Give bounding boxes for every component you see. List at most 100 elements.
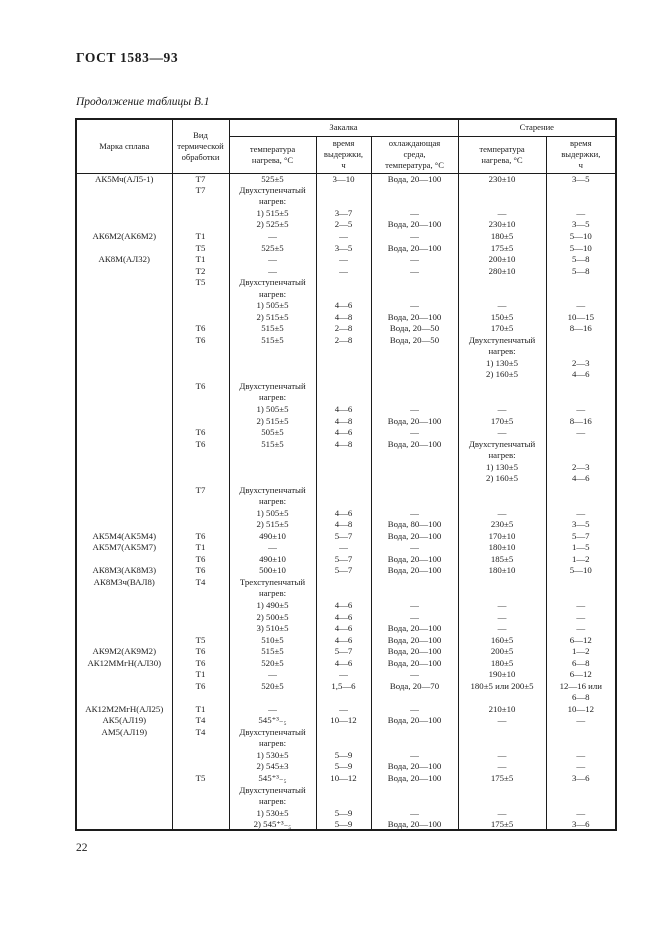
cell (75, 495, 173, 508)
cell (75, 415, 173, 427)
cell: Вода, 20—100 (370, 714, 459, 727)
cell (457, 276, 547, 289)
header-sub-row: температура нагрева, °С время выдержки, … (76, 135, 617, 174)
cell: АК8М(АЛ32) (75, 253, 173, 266)
cell: — (457, 507, 547, 519)
cell (171, 219, 230, 231)
cell: 3—5 (315, 242, 372, 254)
cell: — (315, 253, 372, 266)
cell (315, 449, 372, 462)
cell (75, 334, 173, 346)
cell: 5—7 (315, 530, 372, 542)
cell: Т6 (171, 657, 230, 669)
cell (545, 495, 617, 508)
cell (315, 738, 372, 750)
cell: 6—12 (545, 668, 617, 681)
cell: Т7 (171, 484, 230, 496)
cell (370, 345, 459, 358)
cell: Вода, 20—100 (370, 219, 459, 231)
cell: — (545, 207, 617, 220)
table-row: АК5М7(АК5М7) Т1— — —180±10 1—5 (75, 542, 617, 554)
cell (315, 369, 372, 381)
cell (171, 449, 230, 462)
table-row: АМ5(АЛ19) Т4 Двухступенчатый (75, 726, 617, 739)
cell: 2) 515±5 (228, 415, 317, 427)
cell: — (370, 403, 459, 416)
table-row: 2) 160±5 4—6 (75, 369, 617, 381)
cell (545, 380, 617, 393)
cell: нагрев: (457, 345, 547, 358)
table-row: 1) 530±5 5—9— — — (75, 749, 617, 762)
cell (457, 738, 547, 750)
table-row: Т6 520±5 1,5—6 Вода, 20—70 180±5 или 200±5 12… (75, 680, 617, 692)
cell: 2—8 (315, 334, 372, 346)
cell (171, 495, 230, 508)
cell (75, 518, 173, 531)
cell: 515±5 (228, 334, 317, 346)
cell: Т6 (171, 565, 230, 577)
cell: Трехступенчатый (228, 576, 317, 589)
cell: 12—16 или (545, 680, 617, 692)
table-row: Двухступенчатый (75, 784, 617, 796)
cell: 545⁺³₋₅ (228, 772, 317, 785)
cell: 230±10 (457, 219, 547, 231)
table-row: 1) 130±5 2—3 (75, 461, 617, 473)
table-row: нагрев: (75, 495, 617, 508)
cell (370, 369, 459, 381)
cell (545, 438, 617, 450)
cell: — (457, 749, 547, 762)
cell: Т1 (171, 668, 230, 681)
cell (545, 738, 617, 750)
table-row: 1) 530±5 5—9— — — (75, 807, 617, 819)
table-row: нагрев: (75, 738, 617, 750)
cell: Т1 (171, 253, 230, 266)
table-row: 2) 160±5 4—6 (75, 472, 617, 485)
cell: Т6 (171, 438, 230, 450)
cell: 520±5 (228, 680, 317, 692)
cell: 490±10 (228, 530, 317, 542)
cell: — (545, 299, 617, 312)
cell: 230±10 (457, 173, 547, 185)
cell (75, 380, 173, 393)
cell: Т7 (171, 184, 230, 197)
cell (457, 484, 547, 496)
cell (171, 622, 230, 635)
cell (75, 749, 173, 762)
table-row: 1) 505±5 4—6— — — (75, 507, 617, 519)
cell: 520±5 (228, 657, 317, 669)
cell: Вода, 20—100 (370, 553, 459, 566)
table-row: 2) 515±5 4—8 Вода, 20—100 150±5 10—15 (75, 311, 617, 323)
cell (457, 576, 547, 589)
cell (75, 599, 173, 612)
cell (75, 345, 173, 358)
cell: 4—6 (315, 599, 372, 612)
table-row: АК6М2(АК6М2) Т1— — —180±5 5—10 (75, 230, 617, 243)
cell: — (228, 668, 317, 681)
cell: 2—5 (315, 219, 372, 231)
cell: 170±10 (457, 530, 547, 542)
cell: — (457, 299, 547, 312)
table-row: 3) 510±5 4—6 Вода, 20—100— — (75, 622, 617, 635)
cell: Т6 (171, 530, 230, 542)
cell: Вода, 20—100 (370, 173, 459, 185)
cell: Т6 (171, 645, 230, 658)
cell: — (457, 761, 547, 773)
cell: 180±5 или 200±5 (457, 680, 547, 692)
cell (370, 576, 459, 589)
cell: нагрев: (457, 449, 547, 462)
cell (171, 196, 230, 208)
table-row: Т6 490±10 5—7 Вода, 20—100 185±5 1—2 (75, 553, 617, 566)
cell: 4—6 (315, 426, 372, 439)
cell (171, 299, 230, 312)
cell (370, 461, 459, 473)
table-row: 2) 515±5 4—8 Вода, 20—100 170±5 8—16 (75, 415, 617, 427)
cell (75, 196, 173, 208)
table-row: 1) 505±5 4—6— — — (75, 403, 617, 416)
cell: 4—8 (315, 438, 372, 450)
cell (545, 334, 617, 346)
cell (370, 495, 459, 508)
cell: — (457, 622, 547, 635)
cell (171, 461, 230, 473)
table-row: АК5Мч(АЛ5-1) Т7 525±5 3—10 Вода, 20—100 230±1… (75, 173, 617, 185)
cell: — (315, 542, 372, 554)
